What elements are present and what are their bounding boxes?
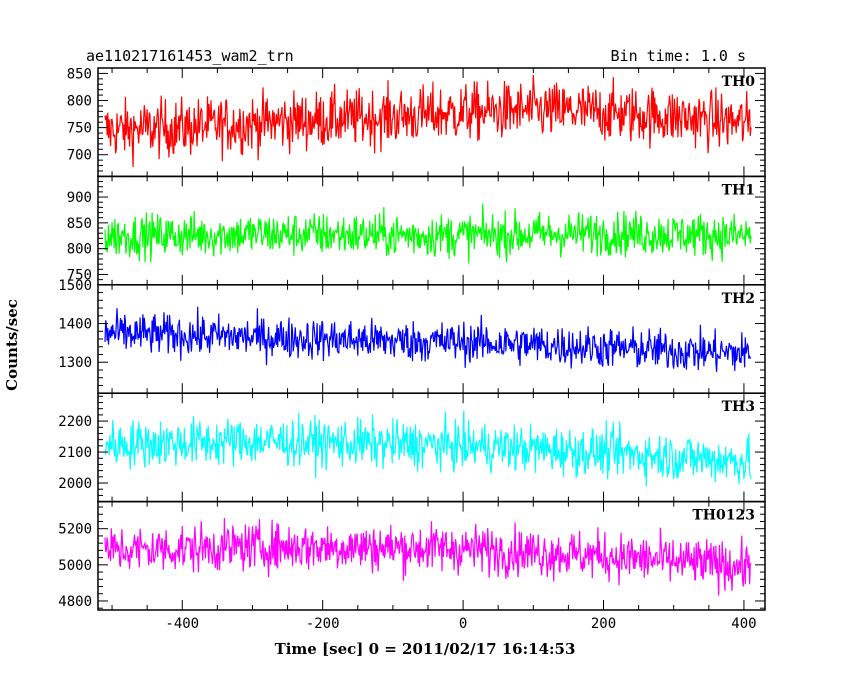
series-line-th0	[104, 74, 752, 168]
y-tick-label: 750	[67, 121, 92, 137]
y-tick-label: 750	[67, 267, 92, 283]
panel-th1: 750 800 850 900 TH1	[67, 175, 766, 286]
x-tick-label: -200	[306, 616, 340, 632]
y-tick-label: 850	[67, 216, 92, 232]
bin-time-label: Bin time: 1.0 s	[611, 47, 746, 65]
y-tick-label: 2000	[58, 476, 92, 492]
x-tick-label: -400	[165, 616, 199, 632]
y-tick-label: 700	[67, 148, 92, 164]
y-tick-label: 5000	[58, 558, 92, 574]
panel-th0: 700 750 800 850 TH0	[67, 66, 766, 178]
x-tick-label: 400	[731, 616, 756, 632]
panel-frame	[97, 500, 766, 611]
panel-label-th0123: TH0123	[692, 508, 755, 524]
panels-group: 700 750 800 850 TH0 750 800 850 900 TH1 1300 1400 15…	[58, 66, 766, 611]
y-tick-label: 900	[67, 190, 92, 206]
y-tick-label: 1500	[58, 278, 92, 294]
y-tick-label: 1400	[58, 317, 92, 333]
y-tick-label: 850	[67, 66, 92, 82]
y-tick-label: 2200	[58, 414, 92, 430]
panel-th3: 2000 2100 2200 TH3	[58, 392, 766, 503]
plot-title: ae110217161453_wam2_trn	[86, 47, 294, 65]
y-tick-label: 800	[67, 94, 92, 110]
panel-label-th2: TH2	[722, 291, 755, 307]
panel-label-th1: TH1	[722, 182, 755, 198]
panel-label-th0: TH0	[722, 74, 756, 90]
y-tick-label: 4800	[58, 594, 92, 610]
panel-label-th3: TH3	[722, 399, 755, 415]
x-tick-label: 0	[459, 616, 467, 632]
y-tick-label: 2100	[58, 445, 92, 461]
panel-th2: 1300 1400 1500 TH2	[58, 278, 766, 394]
y-axis-title: Counts/sec	[3, 299, 21, 391]
y-tick-label: 800	[67, 242, 92, 258]
x-tick-label: 200	[591, 616, 616, 632]
y-tick-label: 5200	[58, 522, 92, 538]
series-line-th0123	[104, 517, 752, 596]
x-axis: -400 -200 0 200 400	[165, 616, 756, 632]
x-axis-title: Time [sec] 0 = 2011/02/17 16:14:53	[275, 640, 576, 658]
series-line-th3	[104, 410, 752, 487]
series-line-th2	[104, 306, 752, 372]
series-line-th1	[104, 203, 752, 264]
panel-th0123: 4800 5000 5200 TH0123	[58, 500, 766, 611]
y-tick-label: 1300	[58, 355, 92, 371]
